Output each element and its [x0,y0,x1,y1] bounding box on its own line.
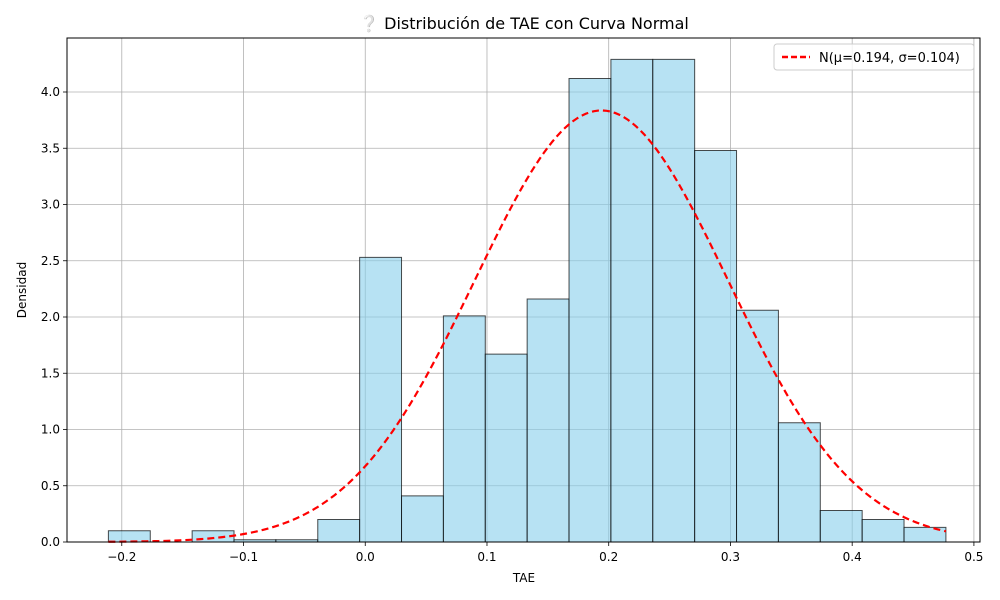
x-tick-label: 0.2 [599,550,618,564]
histogram-bars [107,58,947,543]
x-tick-label: 0.3 [721,550,740,564]
x-tick-label: −0.2 [107,550,136,564]
y-tick-label: 1.0 [41,423,60,437]
histogram-bar [442,315,486,543]
x-axis-ticks: −0.2 −0.1 0.0 0.1 0.2 0.3 0.4 0.5 [107,542,983,564]
normal-curve-layer [108,109,947,543]
histogram-bar [694,150,738,543]
plot-frame [66,37,981,543]
y-tick-label: 3.0 [41,198,60,212]
legend-box [773,43,975,71]
y-tick-label: 4.0 [41,85,60,99]
x-tick-label: 0.5 [964,550,983,564]
y-axis-title: Densidad [15,262,29,318]
histogram-bar [317,519,361,543]
y-tick-label: 3.5 [41,141,60,155]
histogram-bar [568,78,612,543]
histogram-bar [819,510,863,543]
legend-label: N(μ=0.194, σ=0.104) [819,51,960,66]
legend: N(μ=0.194, σ=0.104) [773,43,975,71]
histogram-bar [861,519,905,543]
histogram-bar [610,58,654,543]
x-tick-label: 0.1 [477,550,496,564]
chart-title: ❔ Distribución de TAE con Curva Normal [359,14,689,33]
histogram-bar [736,309,779,543]
y-tick-label: 2.0 [41,310,60,324]
normal-curve [108,109,947,543]
y-tick-label: 0.5 [41,479,60,493]
histogram-bar [652,58,696,543]
y-tick-label: 1.5 [41,366,60,380]
x-axis-title: TAE [512,571,535,585]
y-tick-label: 2.5 [41,254,60,268]
y-tick-label: 0.0 [41,535,60,549]
x-tick-label: −0.1 [229,550,258,564]
histogram-bar [526,298,570,543]
x-tick-label: 0.4 [843,550,862,564]
histogram-bar [777,422,821,543]
histogram-bar [359,256,403,543]
histogram-bar [484,353,528,543]
x-tick-label: 0.0 [356,550,375,564]
y-axis-ticks: 0.0 0.5 1.0 1.5 2.0 2.5 3.0 3.5 4.0 [41,85,67,549]
histogram-bar [401,495,444,543]
